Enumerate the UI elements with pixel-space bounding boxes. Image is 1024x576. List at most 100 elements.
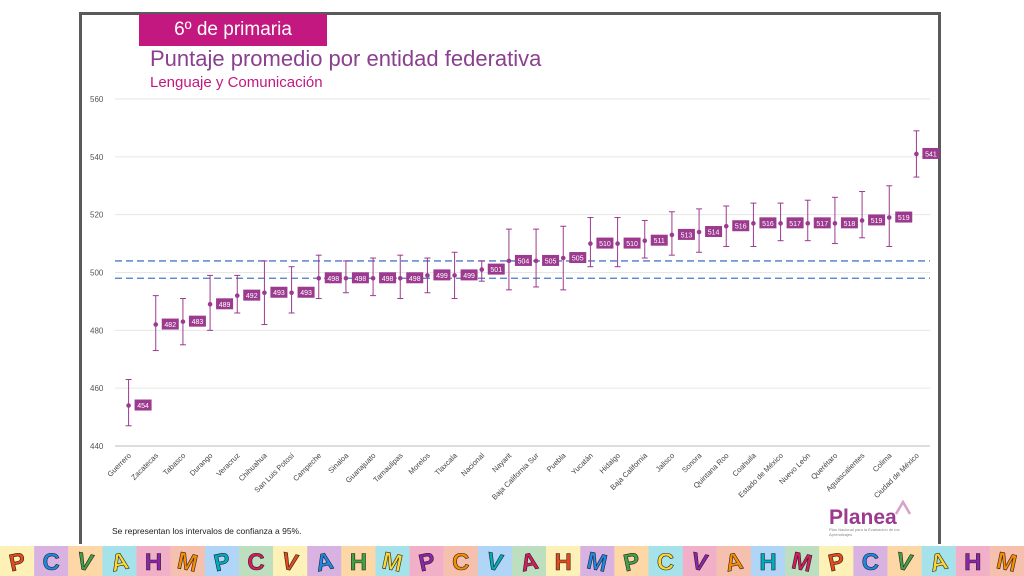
data-label-box [351, 272, 369, 284]
category-label: Hidalgo [598, 451, 622, 475]
y-tick-label: 540 [90, 153, 104, 162]
data-label: 517 [789, 221, 801, 228]
banner-tile [273, 546, 308, 576]
data-label-box [759, 217, 777, 229]
data-label: 541 [925, 151, 937, 158]
banner-letter: P [416, 548, 437, 576]
banner-letter: A [313, 547, 336, 576]
banner-letter: V [689, 548, 710, 576]
data-label-box [270, 286, 288, 298]
data-label-box [813, 217, 831, 229]
banner-tile [853, 546, 888, 576]
y-tick-label: 560 [90, 95, 104, 104]
grade-badge: 6º de primaria [139, 14, 327, 46]
category-label: Durango [188, 451, 215, 478]
banner-letter: H [145, 549, 162, 576]
data-label: 505 [545, 258, 557, 265]
data-point [207, 302, 213, 307]
planea-tagline: Plan Nacional para la Evaluación de los … [829, 527, 900, 537]
y-tick-label: 460 [90, 384, 104, 393]
data-label-box [895, 211, 913, 223]
data-point [289, 290, 294, 296]
data-label: 519 [871, 218, 883, 225]
banner-tile [238, 546, 274, 576]
chart-subtitle: Lenguaje y Comunicación [150, 74, 323, 91]
banner-tile [0, 546, 35, 576]
banner-tile [785, 546, 820, 576]
banner-letter: P [7, 548, 28, 576]
banner-letter: P [621, 548, 642, 576]
category-label: Sinaloa [326, 450, 351, 475]
data-label-box [868, 214, 886, 226]
data-label: 504 [518, 258, 530, 265]
banner-tile [341, 546, 376, 576]
banner-letter: V [74, 548, 95, 576]
data-point [425, 273, 430, 278]
data-label-box [406, 272, 424, 284]
y-tick-label: 500 [90, 269, 104, 278]
data-label-box [677, 228, 695, 240]
category-label: Baja California Sur [490, 451, 541, 502]
banner-letter: H [350, 549, 367, 576]
data-label-box [297, 286, 315, 298]
category-label: Yucatán [569, 451, 595, 477]
data-point [669, 232, 675, 238]
data-point [452, 273, 457, 278]
banner-letter: A [928, 547, 951, 576]
data-point [153, 322, 159, 327]
category-label: Tabasco [161, 451, 187, 477]
data-label: 517 [816, 221, 828, 228]
data-label: 483 [192, 319, 204, 326]
banner-tile [102, 546, 137, 576]
data-point [886, 215, 892, 220]
banner-letter: V [894, 548, 915, 576]
banner-tile [409, 546, 444, 576]
data-label: 498 [355, 276, 367, 283]
data-label-box [188, 315, 206, 327]
data-label: 510 [626, 241, 638, 248]
data-label-box [922, 147, 940, 159]
data-label-box [514, 254, 532, 266]
data-label-box [216, 298, 234, 310]
data-label: 514 [708, 230, 720, 237]
data-label: 498 [382, 276, 394, 283]
banner-letter: C [247, 549, 264, 576]
banner-tile [955, 546, 990, 576]
banner-letter: V [484, 548, 505, 576]
banner-tile [546, 546, 581, 576]
data-label-box [487, 263, 505, 275]
category-label: Morelos [407, 451, 432, 476]
category-label: Nayarit [490, 450, 514, 474]
category-label: Zacatecas [129, 451, 160, 482]
banner-letter: A [723, 547, 746, 576]
data-point [234, 293, 240, 298]
banner-letter: C [452, 549, 469, 576]
data-label: 516 [762, 221, 774, 228]
banner-letter: A [518, 547, 541, 576]
banner-tile [375, 546, 410, 576]
data-label-box [433, 269, 451, 281]
footnote: Se representan los intervalos de confian… [112, 526, 302, 536]
banner-tile [443, 546, 478, 576]
planea-logo-mark-icon [894, 500, 912, 515]
data-point [642, 238, 648, 243]
y-tick-label: 440 [90, 442, 104, 451]
y-tick-label: 520 [90, 211, 104, 220]
banner-tile [68, 546, 103, 576]
data-point [397, 275, 403, 281]
data-label-box [840, 217, 858, 229]
data-label-box [732, 220, 750, 232]
data-point [126, 403, 131, 408]
data-label: 493 [273, 290, 285, 297]
banner-tile [477, 546, 512, 576]
banner-tile [580, 546, 615, 576]
data-label: 510 [599, 241, 611, 248]
category-label: Puebla [545, 450, 568, 473]
data-label-box [379, 272, 397, 284]
data-label-box [596, 237, 614, 249]
data-label: 493 [300, 290, 312, 297]
data-point [751, 221, 756, 226]
data-label: 499 [436, 273, 448, 280]
